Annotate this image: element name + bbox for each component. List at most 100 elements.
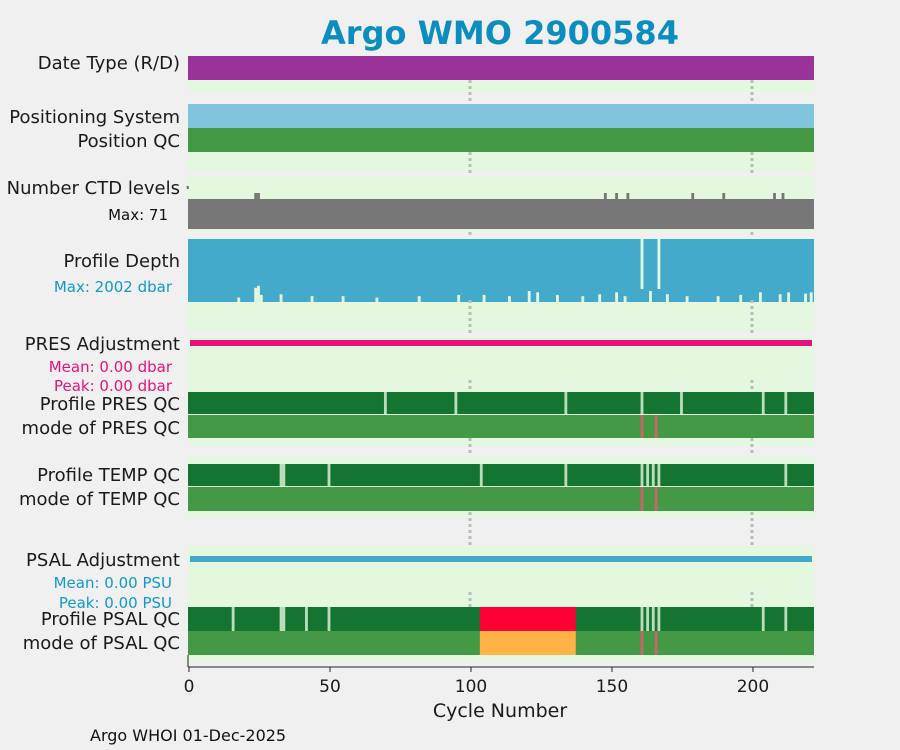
cell-temp-qc-gap xyxy=(784,464,788,486)
label-psal-mean: Mean: 0.00 PSU xyxy=(54,574,172,592)
bar-depth-dip xyxy=(257,285,260,303)
x-ticks: 0 50 100 150 200 xyxy=(184,667,769,697)
bar-depth-dip xyxy=(259,294,263,303)
bar-depth-dip xyxy=(787,292,791,303)
bar-depth-gap xyxy=(657,239,661,289)
bar-depth-dip xyxy=(417,296,421,303)
cell-pres-qc-gap xyxy=(564,392,568,414)
chart-title: Argo WMO 2900584 xyxy=(321,14,679,52)
label-profile-depth: Profile Depth xyxy=(63,251,180,272)
label-mode-psal-qc: mode of PSAL QC xyxy=(23,633,180,654)
cell-psal-qc-gap xyxy=(646,607,650,631)
x-tick-label-50: 50 xyxy=(319,677,341,697)
label-profile-pres-qc: Profile PRES QC xyxy=(40,394,180,415)
footer-credit: Argo WHOI 01-Dec-2025 xyxy=(90,726,286,745)
cell-temp-qc-gap xyxy=(282,464,286,486)
bar-position-qc xyxy=(188,128,814,152)
cell-temp-qc-gap xyxy=(479,464,483,486)
label-psal-peak: Peak: 0.00 PSU xyxy=(59,594,172,612)
cell-temp-qc-gap xyxy=(564,464,568,486)
gridlines xyxy=(468,80,754,608)
data-bars xyxy=(186,56,814,655)
bar-depth-dip xyxy=(310,296,314,303)
bar-ctd-dip xyxy=(257,193,260,200)
label-profile-psal-qc: Profile PSAL QC xyxy=(41,609,180,630)
line-pres-adjustment xyxy=(190,340,812,346)
bar-depth-dip xyxy=(685,296,689,303)
bar-positioning-system xyxy=(188,104,814,128)
cell-temp-mode-bad xyxy=(640,487,644,511)
bar-depth-gap xyxy=(640,239,644,289)
cell-temp-qc-gap xyxy=(640,464,644,486)
bar-depth-dip xyxy=(555,294,559,303)
bar-depth-dip xyxy=(759,292,762,303)
cell-temp-qc-gap xyxy=(279,464,283,486)
cell-psal-qc-gap xyxy=(657,607,661,631)
bar-ctd-dip xyxy=(254,193,258,200)
cell-pres-qc-gap xyxy=(640,392,644,414)
cell-psal-qc-gap xyxy=(761,607,765,631)
bar-ctd-early xyxy=(186,186,189,189)
line-psal-adjustment xyxy=(190,556,812,562)
cell-pres-mode-bad xyxy=(654,415,658,438)
bar-profile-depth-base xyxy=(188,295,814,302)
x-tick-label-0: 0 xyxy=(184,677,195,697)
cell-temp-qc-gap xyxy=(651,464,655,486)
bar-depth-dip xyxy=(536,292,540,303)
label-depth-max: Max: 2002 dbar xyxy=(54,278,173,296)
bar-depth-dip xyxy=(279,294,283,303)
label-positioning-system: Positioning System xyxy=(9,107,180,128)
cell-psal-mode-bad xyxy=(654,631,658,655)
bar-ctd-dip xyxy=(722,193,726,200)
x-tick-label-150: 150 xyxy=(596,677,628,697)
bar-date-type xyxy=(188,56,814,80)
panel-background xyxy=(188,546,814,605)
cell-psal-qc-gap xyxy=(651,607,655,631)
bar-ctd-dip xyxy=(691,193,695,200)
cell-psal-mode-probably-bad xyxy=(479,631,576,655)
bar-depth-dip xyxy=(778,294,782,303)
cell-pres-qc-gap xyxy=(761,392,765,414)
cell-temp-qc-gap xyxy=(657,464,661,486)
bar-profile-depth xyxy=(188,239,814,295)
bar-mode-pres-qc xyxy=(188,415,814,438)
bar-depth-dip xyxy=(508,296,511,303)
cell-pres-qc-gap xyxy=(680,392,683,414)
bar-depth-dip xyxy=(375,297,379,303)
bar-ctd-dip xyxy=(773,193,776,200)
cell-temp-qc-gap xyxy=(646,464,650,486)
label-ctd-max: Max: 71 xyxy=(108,206,168,224)
label-mode-temp-qc: mode of TEMP QC xyxy=(19,489,180,510)
cell-pres-qc-gap xyxy=(784,392,788,414)
label-mode-pres-qc: mode of PRES QC xyxy=(22,418,180,439)
bar-depth-dip xyxy=(809,292,813,303)
bar-depth-dip xyxy=(739,294,743,303)
label-date-type: Date Type (R/D) xyxy=(38,53,180,74)
label-position-qc: Position QC xyxy=(77,131,180,152)
cell-temp-qc-gap xyxy=(327,464,331,486)
bar-depth-dip xyxy=(527,291,531,303)
label-profile-temp-qc: Profile TEMP QC xyxy=(37,465,180,486)
label-pres-peak: Peak: 0.00 dbar xyxy=(54,377,173,395)
label-psal-adjustment: PSAL Adjustment xyxy=(26,550,180,571)
cell-psal-qc-gap xyxy=(327,607,331,631)
bar-depth-dip xyxy=(457,294,461,303)
cell-psal-qc-gap xyxy=(640,607,644,631)
cell-psal-qc-gap xyxy=(231,607,235,631)
cell-pres-qc-gap xyxy=(454,392,458,414)
bar-depth-dip xyxy=(598,294,602,303)
bar-depth-dip xyxy=(581,296,585,303)
bar-profile-pres-qc xyxy=(188,392,814,414)
cell-temp-mode-bad xyxy=(654,487,658,511)
bar-depth-dip xyxy=(649,291,652,303)
cell-pres-qc-gap xyxy=(383,392,387,414)
cell-psal-qc-gap xyxy=(305,607,308,631)
bar-ctd-dip xyxy=(626,193,630,200)
bar-depth-dip xyxy=(716,296,720,303)
cell-psal-qc-gap xyxy=(279,607,283,631)
bar-depth-dip xyxy=(804,293,807,303)
bar-depth-dip xyxy=(254,287,258,303)
label-pres-mean: Mean: 0.00 dbar xyxy=(49,358,173,376)
label-pres-adjustment: PRES Adjustment xyxy=(25,334,180,355)
